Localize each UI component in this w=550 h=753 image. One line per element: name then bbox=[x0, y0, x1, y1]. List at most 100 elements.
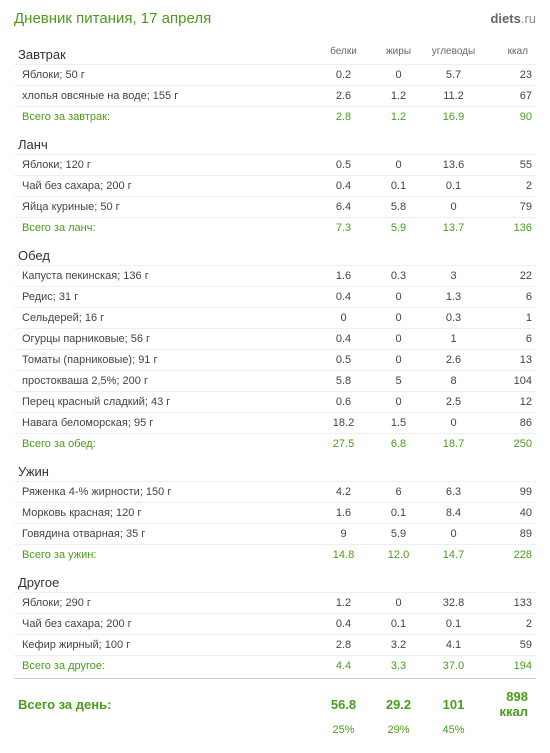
food-kcal: 1 bbox=[481, 308, 536, 329]
food-row: Морковь красная; 120 г1.60.18.440 bbox=[14, 503, 536, 524]
food-row: Кефир жирный; 100 г2.83.24.159 bbox=[14, 635, 536, 656]
food-fat: 1.5 bbox=[371, 413, 426, 434]
food-protein: 0.6 bbox=[316, 392, 371, 413]
food-name: Перец красный сладкий; 43 г bbox=[14, 392, 316, 413]
food-carbs: 8.4 bbox=[426, 503, 481, 524]
food-row: Перец красный сладкий; 43 г0.602.512 bbox=[14, 392, 536, 413]
food-kcal: 6 bbox=[481, 287, 536, 308]
food-kcal: 99 bbox=[481, 482, 536, 503]
meal-header-row: Другое bbox=[14, 567, 536, 593]
food-kcal: 104 bbox=[481, 371, 536, 392]
food-protein: 2.8 bbox=[316, 635, 371, 656]
empty-cell bbox=[481, 567, 536, 593]
page-title: Дневник питания, 17 апреля bbox=[14, 10, 211, 27]
food-name: хлопья овсяные на воде; 155 г bbox=[14, 86, 316, 107]
food-name: Кефир жирный; 100 г bbox=[14, 635, 316, 656]
food-carbs: 4.1 bbox=[426, 635, 481, 656]
food-carbs: 0 bbox=[426, 524, 481, 545]
food-kcal: 55 bbox=[481, 155, 536, 176]
food-fat: 0 bbox=[371, 392, 426, 413]
food-row: Говядина отварная; 35 г95.9089 bbox=[14, 524, 536, 545]
food-name: Чай без сахара; 200 г bbox=[14, 614, 316, 635]
meal-total-protein: 27.5 bbox=[316, 434, 371, 457]
meal-total-fat: 1.2 bbox=[371, 107, 426, 130]
food-carbs: 2.6 bbox=[426, 350, 481, 371]
food-row: Чай без сахара; 200 г0.40.10.12 bbox=[14, 614, 536, 635]
day-total-p: 56.8 bbox=[316, 679, 371, 723]
empty-cell bbox=[371, 129, 426, 155]
food-fat: 5 bbox=[371, 371, 426, 392]
food-carbs: 6.3 bbox=[426, 482, 481, 503]
food-fat: 0 bbox=[371, 329, 426, 350]
food-protein: 18.2 bbox=[316, 413, 371, 434]
meal-total-protein: 2.8 bbox=[316, 107, 371, 130]
empty-cell bbox=[426, 567, 481, 593]
empty-cell bbox=[481, 456, 536, 482]
meal-name: Завтрак bbox=[14, 39, 316, 65]
meal-total-carbs: 18.7 bbox=[426, 434, 481, 457]
food-name: Яблоки; 120 г bbox=[14, 155, 316, 176]
meal-total-kcal: 194 bbox=[481, 656, 536, 679]
brand-logo: diets.ru bbox=[490, 11, 536, 26]
food-protein: 0.4 bbox=[316, 176, 371, 197]
day-total-row: Всего за день:56.829.2101898 ккал bbox=[14, 679, 536, 723]
food-protein: 0.4 bbox=[316, 614, 371, 635]
food-fat: 3.2 bbox=[371, 635, 426, 656]
food-protein: 6.4 bbox=[316, 197, 371, 218]
meal-total-label: Всего за ужин: bbox=[14, 545, 316, 568]
col-header-carbs: углеводы bbox=[426, 39, 481, 65]
meal-total-carbs: 16.9 bbox=[426, 107, 481, 130]
food-fat: 0 bbox=[371, 308, 426, 329]
food-protein: 0.4 bbox=[316, 287, 371, 308]
day-pct-fat: 29% bbox=[371, 722, 426, 739]
food-fat: 0 bbox=[371, 593, 426, 614]
meal-name: Ланч bbox=[14, 129, 316, 155]
meal-total-kcal: 90 bbox=[481, 107, 536, 130]
food-name: простокваша 2,5%; 200 г bbox=[14, 371, 316, 392]
food-carbs: 8 bbox=[426, 371, 481, 392]
food-row: Яблоки; 120 г0.5013.655 bbox=[14, 155, 536, 176]
food-name: Говядина отварная; 35 г bbox=[14, 524, 316, 545]
food-row: хлопья овсяные на воде; 155 г2.61.211.26… bbox=[14, 86, 536, 107]
brand-bold: diets bbox=[490, 11, 520, 26]
food-diary-container: Дневник питания, 17 апреля diets.ru Завт… bbox=[0, 0, 550, 753]
meal-total-row: Всего за завтрак:2.81.216.990 bbox=[14, 107, 536, 130]
food-protein: 0 bbox=[316, 308, 371, 329]
food-protein: 4.2 bbox=[316, 482, 371, 503]
food-row: Яйца куриные; 50 г6.45.8079 bbox=[14, 197, 536, 218]
food-carbs: 3 bbox=[426, 266, 481, 287]
meal-header-row: Ужин bbox=[14, 456, 536, 482]
food-kcal: 6 bbox=[481, 329, 536, 350]
food-fat: 0 bbox=[371, 65, 426, 86]
food-row: Чай без сахара; 200 г0.40.10.12 bbox=[14, 176, 536, 197]
col-header-fat: жиры bbox=[371, 39, 426, 65]
food-protein: 2.6 bbox=[316, 86, 371, 107]
food-row: Яблоки; 50 г0.205.723 bbox=[14, 65, 536, 86]
meal-total-protein: 4.4 bbox=[316, 656, 371, 679]
meal-total-kcal: 136 bbox=[481, 218, 536, 241]
meal-total-kcal: 250 bbox=[481, 434, 536, 457]
col-header-protein: белки bbox=[316, 39, 371, 65]
food-row: Яблоки; 290 г1.2032.8133 bbox=[14, 593, 536, 614]
meal-name: Другое bbox=[14, 567, 316, 593]
food-name: Ряженка 4-% жирности; 150 г bbox=[14, 482, 316, 503]
empty-cell bbox=[371, 567, 426, 593]
food-protein: 5.8 bbox=[316, 371, 371, 392]
meal-total-fat: 3.3 bbox=[371, 656, 426, 679]
meal-total-kcal: 228 bbox=[481, 545, 536, 568]
food-kcal: 40 bbox=[481, 503, 536, 524]
food-kcal: 13 bbox=[481, 350, 536, 371]
food-kcal: 22 bbox=[481, 266, 536, 287]
food-fat: 6 bbox=[371, 482, 426, 503]
food-carbs: 5.7 bbox=[426, 65, 481, 86]
meal-header-row: Обед bbox=[14, 240, 536, 266]
food-name: Редис; 31 г bbox=[14, 287, 316, 308]
day-total-label: Всего за день: bbox=[14, 679, 316, 723]
empty-cell bbox=[316, 567, 371, 593]
food-row: Томаты (парниковые); 91 г0.502.613 bbox=[14, 350, 536, 371]
food-protein: 9 bbox=[316, 524, 371, 545]
food-fat: 1.2 bbox=[371, 86, 426, 107]
food-name: Яблоки; 50 г bbox=[14, 65, 316, 86]
food-protein: 0.5 bbox=[316, 350, 371, 371]
food-name: Томаты (парниковые); 91 г bbox=[14, 350, 316, 371]
